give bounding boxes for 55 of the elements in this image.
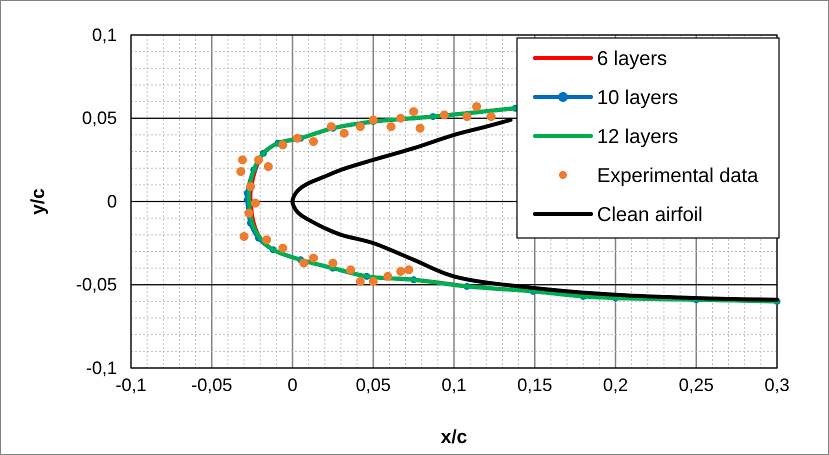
x-tick-label: 0,3 xyxy=(764,374,790,395)
legend-label: Clean airfoil xyxy=(597,204,703,226)
point xyxy=(246,182,256,192)
x-tick-label: -0,1 xyxy=(115,374,147,395)
point xyxy=(278,140,288,150)
point xyxy=(250,198,260,208)
point xyxy=(396,114,406,123)
point xyxy=(386,122,396,132)
point xyxy=(396,266,406,276)
point xyxy=(486,112,496,122)
legend-label: 10 layers xyxy=(597,87,678,109)
y-tick-label: 0,1 xyxy=(92,24,117,45)
x-tick-label: 0,1 xyxy=(441,374,467,395)
point xyxy=(236,167,246,176)
x-tick-label: 0,05 xyxy=(356,374,391,395)
point xyxy=(264,162,273,172)
x-tick-label: 0,2 xyxy=(602,374,628,395)
point xyxy=(326,122,336,132)
point xyxy=(328,258,338,268)
point xyxy=(240,232,249,241)
point xyxy=(346,265,356,274)
x-axis-title: x/c xyxy=(440,427,468,448)
point xyxy=(356,276,365,286)
y-tick-label: 0 xyxy=(106,191,117,212)
point xyxy=(356,122,365,132)
point xyxy=(299,258,308,268)
point xyxy=(472,102,482,112)
point xyxy=(383,272,392,281)
legend-label: 6 layers xyxy=(597,48,668,70)
y-tick-label: -0,1 xyxy=(86,358,117,378)
point xyxy=(308,137,318,146)
x-tick-label: 0 xyxy=(287,374,298,395)
point xyxy=(238,155,247,164)
point xyxy=(440,110,449,120)
point xyxy=(404,265,414,274)
point xyxy=(262,235,272,244)
point xyxy=(368,115,378,124)
point xyxy=(244,208,254,218)
point xyxy=(292,134,302,143)
legend-label: 12 layers xyxy=(597,126,678,148)
x-tick-label: 0,25 xyxy=(678,374,714,395)
point xyxy=(416,124,425,133)
point xyxy=(278,244,288,253)
point xyxy=(462,112,472,122)
point xyxy=(254,155,264,164)
point xyxy=(308,254,318,263)
y-tick-label: -0,05 xyxy=(76,274,117,295)
point xyxy=(409,107,418,116)
x-tick-label: 0,15 xyxy=(517,374,552,395)
legend-label: Experimental data xyxy=(597,165,760,187)
point xyxy=(340,128,349,138)
y-axis-title: y/c xyxy=(28,188,49,215)
x-tick-label: -0,05 xyxy=(191,374,232,395)
y-tick-label: 0,05 xyxy=(82,108,117,128)
point xyxy=(368,276,378,286)
